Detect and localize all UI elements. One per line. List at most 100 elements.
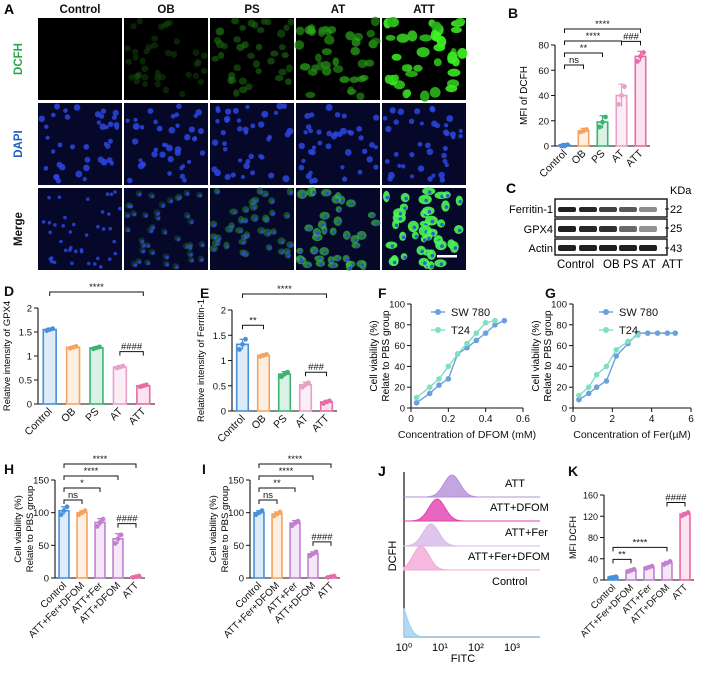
legend-label: T24 bbox=[619, 325, 638, 337]
column-header: AT bbox=[331, 4, 345, 16]
y-tick-label: 40 bbox=[538, 91, 549, 102]
y-tick-label: 0 bbox=[239, 574, 244, 585]
bar bbox=[253, 511, 265, 579]
y-tick-label: 1 bbox=[27, 352, 32, 363]
nucleus bbox=[426, 148, 434, 156]
significance-bracket bbox=[564, 28, 641, 33]
nucleus bbox=[245, 158, 251, 164]
nucleus bbox=[113, 121, 120, 128]
y-tick-label: 100 bbox=[33, 508, 49, 519]
panel-letter: K bbox=[568, 463, 578, 479]
marker-label: 43 bbox=[670, 243, 682, 255]
y-tick-label: 100 bbox=[228, 508, 244, 519]
nucleus bbox=[334, 112, 341, 118]
nucleus bbox=[419, 121, 424, 126]
nucleus bbox=[453, 246, 458, 250]
column-header: OB bbox=[157, 4, 174, 16]
nucleus bbox=[298, 142, 306, 150]
nucleus bbox=[323, 229, 328, 233]
nucleus bbox=[185, 192, 190, 196]
axis-label-x: Concentration of Fer(µM) bbox=[573, 429, 691, 441]
nucleus bbox=[179, 165, 184, 171]
tick-label: 10³ bbox=[504, 642, 520, 654]
nucleus bbox=[313, 249, 317, 254]
nucleus bbox=[236, 118, 242, 123]
cell-signal bbox=[287, 18, 295, 26]
cell-signal bbox=[162, 86, 170, 94]
y-tick-label: 50 bbox=[38, 541, 49, 552]
axis-label-y: Cell viability (%)Relate to PBS group bbox=[531, 310, 554, 402]
cell-signal bbox=[255, 43, 263, 51]
band-label: GPX4 bbox=[524, 224, 553, 236]
significance-bracket bbox=[612, 558, 632, 564]
nucleus bbox=[126, 177, 133, 184]
significance-label: **** bbox=[586, 31, 601, 42]
nucleus bbox=[175, 123, 180, 128]
cell-signal bbox=[247, 19, 256, 27]
nucleus bbox=[424, 198, 428, 203]
nucleus bbox=[146, 244, 151, 248]
data-point bbox=[97, 520, 103, 525]
significance-label: #### bbox=[116, 514, 138, 525]
y-tick-label: 40 bbox=[556, 362, 567, 373]
significance-label: **** bbox=[595, 19, 610, 30]
nucleus bbox=[304, 112, 311, 120]
nucleus bbox=[184, 134, 191, 141]
significance-label: **** bbox=[277, 284, 292, 295]
nucleus bbox=[316, 129, 322, 135]
nucleus bbox=[440, 244, 444, 248]
y-tick-label: 60 bbox=[538, 66, 549, 77]
nucleus bbox=[443, 123, 449, 128]
hist-label: ATT+Fer+DFOM bbox=[468, 551, 550, 563]
cell-signal bbox=[455, 17, 466, 26]
nucleus bbox=[409, 152, 415, 158]
blot-band bbox=[558, 226, 576, 232]
nucleus bbox=[109, 192, 114, 197]
nucleus bbox=[257, 121, 265, 128]
nucleus bbox=[185, 245, 189, 249]
cell-signal bbox=[419, 90, 430, 102]
nucleus bbox=[170, 113, 176, 119]
data-point bbox=[331, 573, 337, 579]
nucleus bbox=[319, 262, 324, 267]
cell-signal bbox=[217, 52, 225, 59]
category-label: ATT bbox=[310, 412, 332, 434]
data-point bbox=[622, 84, 627, 90]
cell-signal bbox=[221, 42, 228, 50]
nucleus bbox=[303, 130, 308, 135]
nucleus bbox=[427, 190, 432, 194]
nucleus bbox=[385, 125, 392, 133]
nucleus bbox=[338, 208, 342, 213]
nucleus bbox=[266, 231, 271, 236]
nucleus bbox=[191, 136, 198, 142]
nucleus bbox=[167, 156, 174, 163]
cell-signal bbox=[228, 72, 236, 80]
panel-c: C KDa Ferritin-1 GPX4 Actin 22 25 43 Con… bbox=[506, 180, 692, 271]
nucleus bbox=[96, 256, 100, 261]
hist-label: ATT+DFOM bbox=[490, 502, 549, 514]
nucleus bbox=[244, 219, 248, 224]
nucleus bbox=[215, 107, 221, 113]
nucleus bbox=[325, 191, 330, 196]
tick-label: 10¹ bbox=[432, 642, 448, 654]
nucleus bbox=[133, 263, 138, 267]
nucleus bbox=[188, 126, 195, 133]
nucleus bbox=[384, 159, 390, 164]
y-tick-label: 0 bbox=[27, 400, 32, 411]
nucleus bbox=[397, 108, 405, 115]
category-label: ATT bbox=[670, 582, 690, 602]
panel-letter: C bbox=[506, 180, 516, 196]
cell-signal bbox=[451, 57, 460, 67]
cell-signal bbox=[241, 41, 249, 49]
significance-label: ### bbox=[623, 31, 640, 42]
cell-signal bbox=[167, 19, 174, 26]
nucleus bbox=[253, 217, 258, 221]
significance-bracket bbox=[258, 463, 332, 468]
cell-signal bbox=[450, 26, 462, 34]
nucleus bbox=[298, 164, 305, 171]
axis-label-y: Relative intensity of GPX4 bbox=[2, 301, 13, 411]
axis-label-line: Cell viability (%) bbox=[531, 320, 542, 391]
cell-signal bbox=[320, 61, 331, 70]
